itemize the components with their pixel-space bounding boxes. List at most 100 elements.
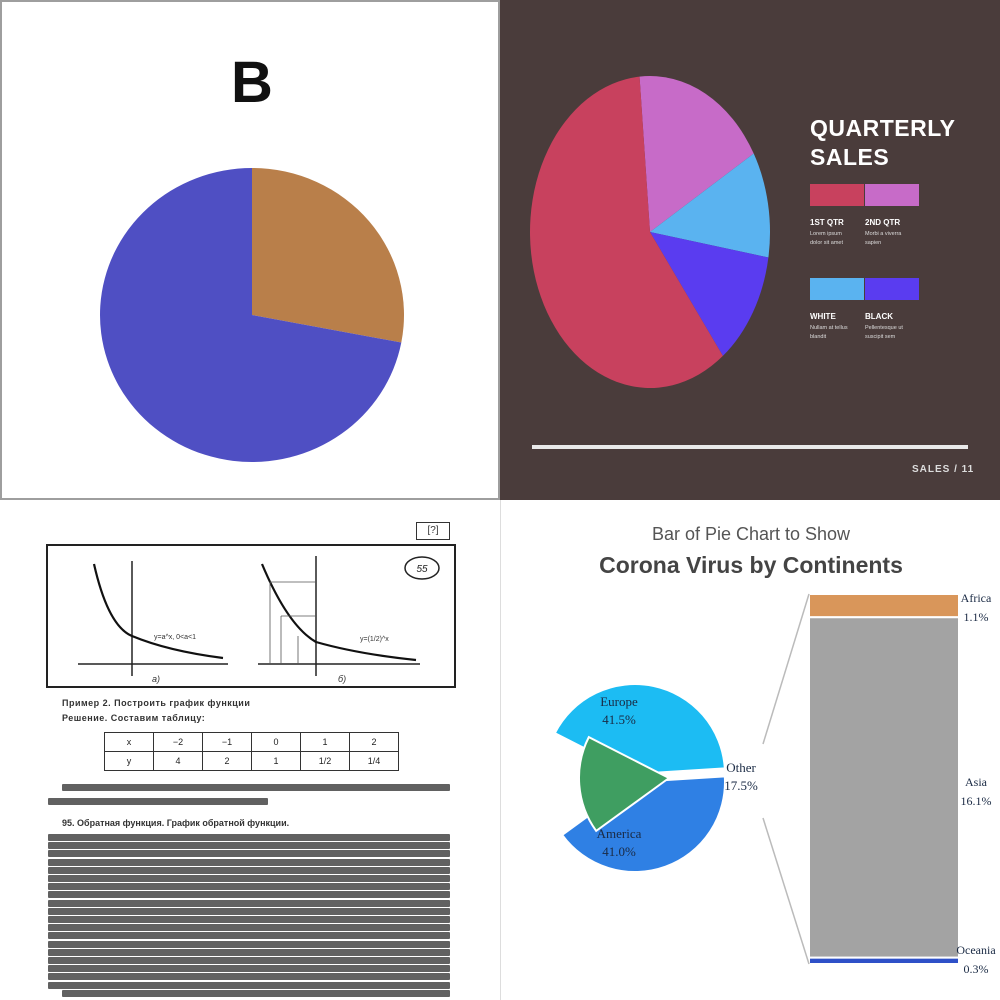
solution-heading: Решение. Составим таблицу: xyxy=(62,713,206,723)
bar-value-label: 16.1% xyxy=(961,794,992,808)
legend-swatch xyxy=(865,278,919,300)
legend-desc: Lorem ipsum xyxy=(810,231,842,237)
legend-swatch xyxy=(865,184,919,206)
pie-slice xyxy=(650,153,770,258)
legend-label: 1ST QTR xyxy=(810,218,844,227)
text-line xyxy=(48,924,450,932)
quarterly-sales-pie xyxy=(530,76,968,449)
chart-subtitle: Bar of Pie Chart to Show xyxy=(652,524,851,544)
legend-desc: Nullam at tellus xyxy=(810,325,848,331)
text-line xyxy=(48,932,450,940)
text-line xyxy=(48,948,450,956)
legend-desc: Morbi a viverra xyxy=(865,231,902,237)
slice-label: America xyxy=(597,826,642,841)
text-line xyxy=(48,850,450,858)
text-line xyxy=(62,989,450,997)
slice-label: Other xyxy=(726,760,756,775)
text-line xyxy=(48,798,268,805)
legend-swatch xyxy=(810,184,864,206)
legend-desc: suscipit sem xyxy=(865,334,896,340)
textbook-scan: [?] y=a^x, 0<a<1 a) y=(1/2)^x б) 55 Прим… xyxy=(0,500,500,1000)
table-cell: −2 xyxy=(153,732,203,752)
text-line xyxy=(48,875,450,882)
pie-chart-b: B xyxy=(99,50,404,462)
text-line xyxy=(48,907,450,915)
corona-bar-of-pie: Bar of Pie Chart to Show Corona Virus by… xyxy=(553,524,996,976)
legend-entry: WHITE Nullam at tellus blandit xyxy=(810,312,866,342)
table-cell: 2 xyxy=(202,751,252,771)
corona-bar-of-pie-panel: Bar of Pie Chart to Show Corona Virus by… xyxy=(500,500,1000,1000)
figure-frame: y=a^x, 0<a<1 a) y=(1/2)^x б) 55 xyxy=(46,544,456,688)
pie-slice xyxy=(578,735,671,833)
chart-title: Corona Virus by Continents xyxy=(599,552,903,578)
bar-segment xyxy=(808,593,960,619)
table-cell: 1 xyxy=(300,732,350,752)
legend-label: 2ND QTR xyxy=(865,218,901,227)
text-line xyxy=(48,866,450,874)
exponent-graphs: y=a^x, 0<a<1 a) y=(1/2)^x б) 55 xyxy=(78,556,440,684)
table-cell: 1 xyxy=(251,751,301,771)
table-cell: −1 xyxy=(202,732,252,752)
pie-slice xyxy=(530,76,723,388)
legend-desc: Pellentesque ut xyxy=(865,325,903,331)
graph-a-label: a) xyxy=(152,674,160,684)
legend-swatch xyxy=(810,278,864,300)
bar-value-label: 1.1% xyxy=(964,610,989,624)
slide-footer: SALES / 11 xyxy=(912,464,975,475)
bar-segment xyxy=(808,616,960,959)
table-row: y 4 2 1 1/2 1/4 xyxy=(104,751,399,771)
table-cell: 1/4 xyxy=(349,751,399,771)
table-row: x −2 −1 0 1 2 xyxy=(104,732,399,752)
slice-label: Europe xyxy=(600,694,638,709)
text-line xyxy=(48,891,450,899)
page-number: 55 xyxy=(416,564,428,575)
text-line xyxy=(48,940,450,948)
text-line xyxy=(48,973,450,981)
table-cell: 0 xyxy=(251,732,301,752)
quarterly-sales-slide: QUARTERLY SALES 1ST QTR Lorem ipsum dolor … xyxy=(500,0,1000,500)
text-line xyxy=(48,842,450,850)
bar-segment xyxy=(808,956,960,965)
text-line xyxy=(48,916,450,923)
bar-label: Asia xyxy=(965,775,988,789)
corner-stamp: [?] xyxy=(416,522,450,540)
connector-line xyxy=(762,817,810,965)
graph-b-label: б) xyxy=(338,674,346,684)
text-line xyxy=(48,965,450,973)
pie-slice xyxy=(639,76,754,232)
chart-title: B xyxy=(231,50,273,115)
slice-value-label: 17.5% xyxy=(724,778,758,793)
pie-slice xyxy=(252,168,404,343)
example-heading: Пример 2. Построить график функции xyxy=(62,698,251,708)
text-line xyxy=(48,957,450,964)
legend-desc: dolor sit amet xyxy=(810,240,844,246)
pie-slice xyxy=(560,775,726,873)
slide-title: QUARTERLY SALES xyxy=(810,115,956,170)
curve-a-label: y=a^x, 0<a<1 xyxy=(154,634,196,641)
paragraph-heading: 95. Обратная функция. График обратной фу… xyxy=(62,818,290,828)
legend-label: WHITE xyxy=(810,312,836,321)
bar-label: Africa xyxy=(961,591,992,605)
curve-b-label: y=(1/2)^x xyxy=(360,636,389,643)
table-cell: 1/2 xyxy=(300,751,350,771)
legend-entry: 1ST QTR Lorem ipsum dolor sit amet xyxy=(810,218,866,248)
bar-value-label: 0.3% xyxy=(964,962,989,976)
pie-chart-b-panel: B xyxy=(0,0,500,500)
slice-value-label: 41.0% xyxy=(602,844,636,859)
table-cell: 4 xyxy=(153,751,203,771)
legend-label: BLACK xyxy=(865,312,893,321)
legend-entry: 2ND QTR Morbi a viverra sapien xyxy=(865,218,921,248)
legend-entry: BLACK Pellentesque ut suscipit sem xyxy=(865,312,921,342)
table-cell: y xyxy=(104,751,154,771)
connector-line xyxy=(762,593,810,745)
slice-value-label: 41.5% xyxy=(602,712,636,727)
table-cell: 2 xyxy=(349,732,399,752)
bar-label: Oceania xyxy=(956,943,996,957)
pie-slice xyxy=(650,232,769,356)
text-line xyxy=(48,858,450,866)
values-table: x −2 −1 0 1 2 y 4 2 1 1/2 1/4 xyxy=(104,732,399,771)
text-line xyxy=(62,784,450,791)
text-line xyxy=(48,834,450,841)
legend-desc: blandit xyxy=(810,334,827,340)
text-line xyxy=(48,981,450,989)
